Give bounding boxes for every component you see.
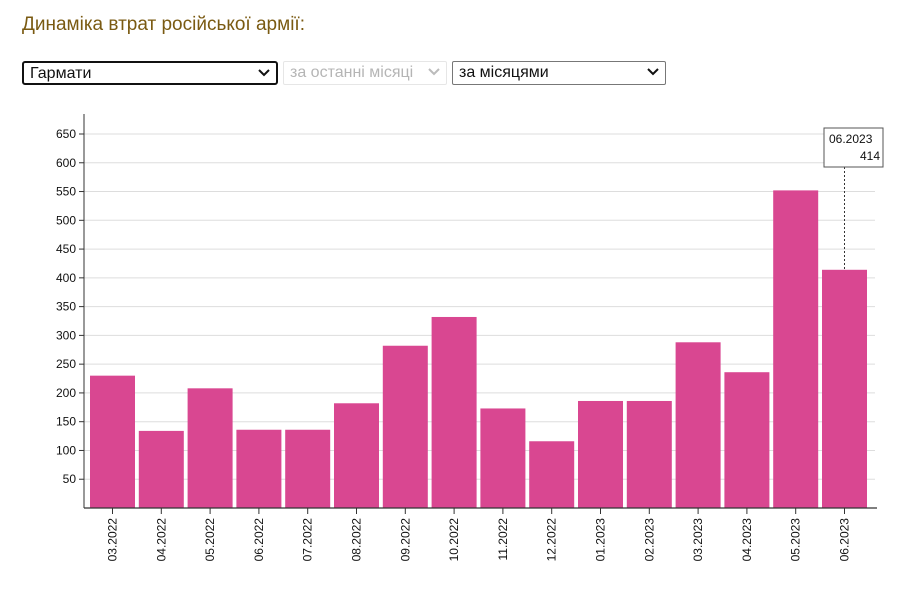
- y-tick-label: 150: [56, 415, 76, 429]
- period-select: за останні місяці: [283, 61, 447, 85]
- x-tick-label: 04.2023: [740, 518, 754, 562]
- bar-06.2022[interactable]: [236, 429, 282, 508]
- grouping-select[interactable]: за місяцями: [452, 61, 666, 85]
- x-tick-label: 09.2022: [398, 518, 412, 562]
- bar-06.2023[interactable]: [822, 269, 867, 508]
- bar-07.2022[interactable]: [285, 429, 331, 508]
- bar-02.2023[interactable]: [626, 400, 672, 508]
- bar-05.2023[interactable]: [773, 190, 819, 508]
- y-tick-label: 650: [56, 127, 76, 141]
- x-tick-label: 05.2022: [203, 518, 217, 562]
- x-tick-label: 05.2023: [789, 518, 803, 562]
- bar-03.2023[interactable]: [675, 342, 721, 508]
- x-tick-label: 03.2023: [691, 518, 705, 562]
- bar-03.2022[interactable]: [90, 375, 135, 508]
- bar-04.2022[interactable]: [138, 430, 184, 508]
- x-tick-label: 03.2022: [106, 518, 120, 562]
- x-tick-label: 10.2022: [447, 518, 461, 562]
- x-tick-label: 11.2022: [496, 518, 510, 561]
- y-tick-label: 550: [56, 185, 76, 199]
- y-tick-label: 200: [56, 386, 76, 400]
- y-tick-label: 300: [56, 328, 76, 342]
- bar-01.2023[interactable]: [578, 400, 623, 508]
- y-tick-label: 400: [56, 271, 76, 285]
- period-value: за останні місяці: [290, 64, 414, 81]
- y-tick-label: 100: [56, 443, 76, 457]
- tooltip-box: [823, 127, 884, 168]
- y-tick-label: 50: [63, 472, 77, 486]
- bar-10.2022[interactable]: [431, 316, 477, 508]
- grouping-value: за місяцями: [459, 64, 549, 81]
- page-heading: Динаміка втрат російської армії:: [22, 14, 305, 35]
- bar-12.2022[interactable]: [529, 441, 575, 508]
- bar-04.2023[interactable]: [724, 372, 770, 508]
- bar-05.2022[interactable]: [187, 388, 233, 508]
- y-tick-label: 600: [56, 156, 76, 170]
- x-tick-label: 06.2022: [252, 518, 266, 562]
- x-tick-label: 02.2023: [642, 518, 656, 562]
- bar-08.2022[interactable]: [334, 403, 379, 508]
- x-tick-label: 04.2022: [154, 518, 168, 562]
- weapon-type-select[interactable]: Гармати: [22, 61, 278, 85]
- x-tick-label: 01.2023: [594, 518, 608, 562]
- tooltip-value: 414: [860, 149, 880, 163]
- tooltip-category: 06.2023: [829, 132, 873, 146]
- x-tick-label: 12.2022: [545, 518, 559, 562]
- chevron-down-icon: [647, 68, 659, 76]
- y-tick-label: 500: [56, 213, 76, 227]
- y-tick-label: 450: [56, 242, 76, 256]
- x-tick-label: 06.2023: [838, 518, 852, 562]
- y-tick-label: 350: [56, 300, 76, 314]
- chevron-down-icon: [258, 69, 270, 77]
- weapon-type-value: Гармати: [30, 65, 92, 82]
- x-tick-label: 08.2022: [350, 518, 364, 562]
- bar-09.2022[interactable]: [382, 345, 428, 508]
- x-tick-label: 07.2022: [301, 518, 315, 562]
- bar-11.2022[interactable]: [480, 408, 526, 508]
- y-tick-label: 250: [56, 357, 76, 371]
- chevron-down-icon: [428, 68, 440, 76]
